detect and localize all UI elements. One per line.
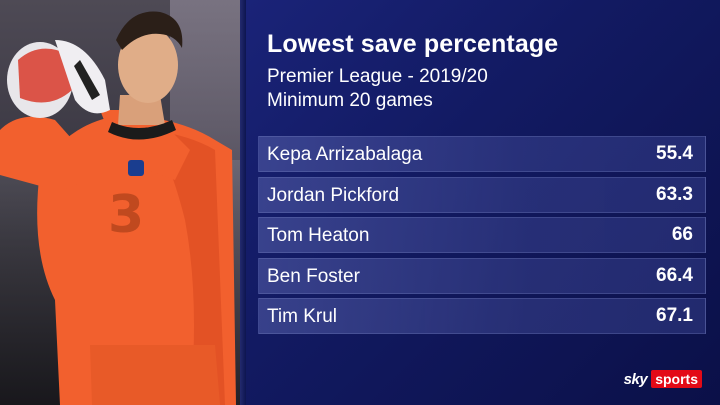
subtitle-criteria: Minimum 20 games	[267, 90, 433, 111]
save-percentage-value: 55.4	[656, 143, 693, 164]
table-row: Jordan Pickford 63.3	[258, 176, 706, 213]
table-row: Ben Foster 66.4	[258, 257, 706, 294]
player-name: Tim Krul	[267, 306, 338, 327]
player-name: Tom Heaton	[267, 225, 370, 246]
player-name: Kepa Arrizabalaga	[267, 144, 423, 165]
goalkeeper-illustration: 3	[0, 11, 237, 405]
logo-sports-text: sports	[651, 370, 702, 388]
stats-table: Kepa Arrizabalaga 55.4 Jordan Pickford 6…	[258, 136, 706, 339]
sky-sports-logo: sky sports	[624, 370, 702, 388]
logo-sky-text: sky	[623, 370, 648, 388]
table-row: Tim Krul 67.1	[258, 298, 706, 334]
save-percentage-value: 63.3	[656, 183, 693, 205]
save-percentage-value: 66	[671, 224, 693, 245]
player-name: Jordan Pickford	[267, 184, 400, 206]
player-name: Ben Foster	[267, 265, 360, 287]
save-percentage-value: 67.1	[656, 305, 693, 326]
page-title: Lowest save percentage	[267, 30, 559, 58]
goalkeeper-photo: 3	[0, 0, 240, 405]
table-row: Kepa Arrizabalaga 55.4	[258, 136, 706, 172]
subtitle-competition: Premier League - 2019/20	[267, 66, 488, 87]
photo-divider	[240, 0, 246, 405]
svg-text:3: 3	[108, 185, 144, 245]
stats-panel: Lowest save percentage Premier League - …	[246, 0, 720, 405]
save-percentage-value: 66.4	[656, 264, 693, 286]
table-row: Tom Heaton 66	[258, 217, 706, 253]
